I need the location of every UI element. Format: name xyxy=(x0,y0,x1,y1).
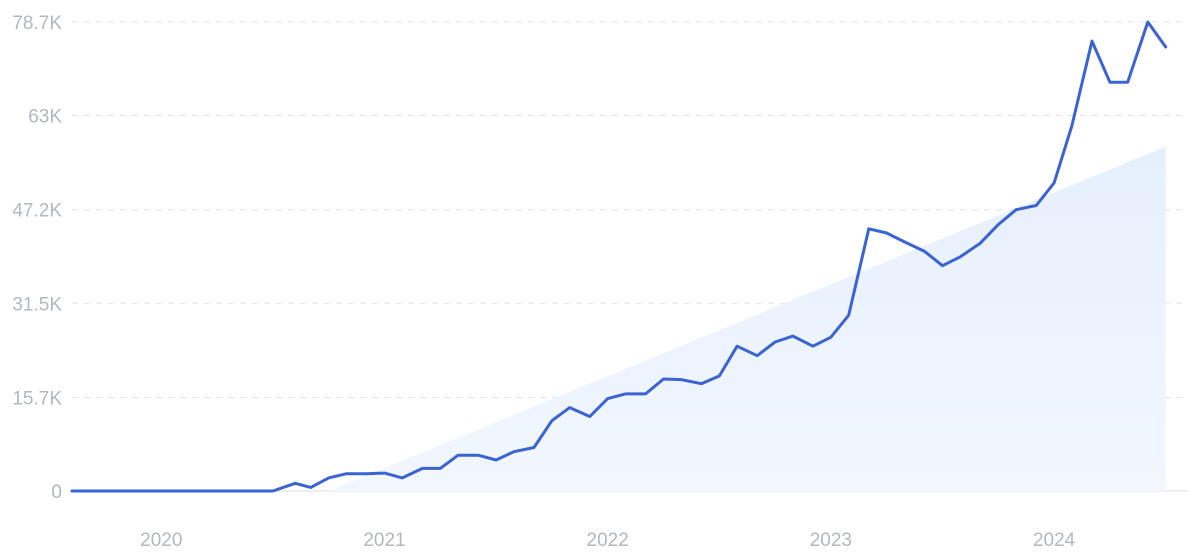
trend-area xyxy=(328,146,1166,492)
y-tick-label: 15.7K xyxy=(12,388,62,409)
trend-area-shape xyxy=(328,146,1166,492)
y-axis: 0 15.7K 31.5K 47.2K 63K 78.7K xyxy=(12,13,62,503)
x-axis: 2020 2021 2022 2023 2024 xyxy=(140,530,1076,551)
y-tick-label: 63K xyxy=(28,107,62,128)
y-tick-label: 31.5K xyxy=(12,294,62,315)
x-tick-label: 2020 xyxy=(140,530,182,551)
y-tick-label: 0 xyxy=(51,482,62,503)
x-tick-label: 2021 xyxy=(363,530,405,551)
x-tick-label: 2023 xyxy=(810,530,852,551)
y-tick-label: 47.2K xyxy=(12,201,62,222)
x-tick-label: 2024 xyxy=(1033,530,1076,551)
series-line xyxy=(70,20,1168,493)
y-tick-label: 78.7K xyxy=(12,13,62,34)
x-tick-label: 2022 xyxy=(587,530,629,551)
series xyxy=(70,20,1168,493)
